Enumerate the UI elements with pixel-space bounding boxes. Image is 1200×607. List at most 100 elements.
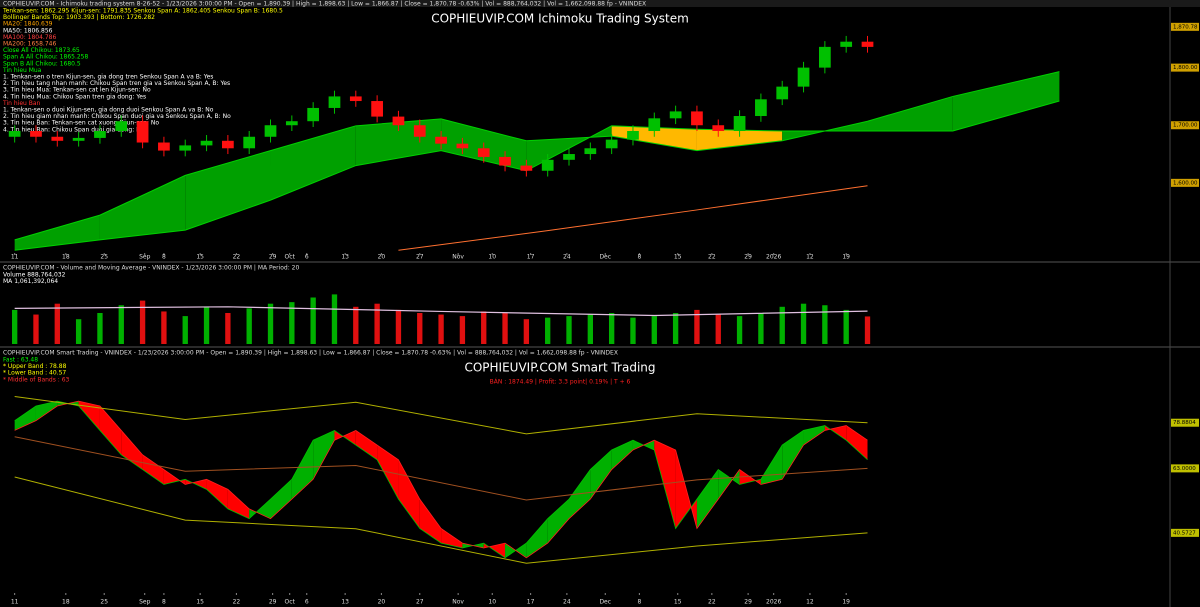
- legend-line: Span B All Chikou: 1680.5: [3, 60, 81, 67]
- volume-bar: [54, 303, 60, 344]
- line: [14, 476, 868, 564]
- y-tick-label: 1,870.78: [1173, 24, 1198, 30]
- candle-body: [243, 136, 256, 149]
- legend-line: 3. Tin hieu Ban: Tenkan-sen cat xuong Ki…: [3, 120, 159, 127]
- candle-body: [413, 125, 426, 137]
- volume-bar: [822, 305, 828, 344]
- ribbon: [35, 401, 58, 421]
- x-tick-label: 17: [527, 254, 535, 261]
- y-tick-label: 1,800.00: [1173, 65, 1198, 71]
- volume-bar: [800, 303, 807, 344]
- candle-body: [797, 67, 810, 87]
- x-tick-label: Oct: [285, 599, 296, 606]
- signal-text: BÁN : 1874.49 | Profit: 3.3 point| 0.19%…: [490, 379, 631, 386]
- legend-line: 2. Tin hieu tang nhan manh: Chikou Span …: [3, 80, 230, 87]
- cloud: [14, 215, 100, 251]
- candle-body: [691, 111, 703, 126]
- x-tick-label: 11: [11, 599, 19, 606]
- x-tick-label: 19: [842, 599, 850, 606]
- legend-line: Tin hieu Mua: [2, 67, 42, 74]
- legend-line: * Lower Band : 40.57: [3, 370, 66, 377]
- volume-bar: [843, 309, 849, 344]
- volume-bar: [310, 297, 316, 344]
- ribbon: [78, 401, 100, 431]
- x-tick-label: 11: [11, 254, 19, 261]
- volume-bar: [502, 313, 508, 344]
- volume-bar: [395, 309, 402, 344]
- volume-bar: [75, 319, 82, 344]
- candle-body: [733, 116, 746, 131]
- y-tick-label: 78.8804: [1173, 420, 1196, 426]
- volume-bar: [118, 305, 124, 344]
- volume-bar: [139, 300, 146, 344]
- x-tick-label: Sep: [139, 599, 151, 606]
- ribbon: [696, 469, 719, 529]
- price-tag: [1171, 63, 1199, 72]
- x-tick-label: 24: [563, 599, 571, 606]
- volume-bar: [523, 319, 530, 344]
- legend-line: 4. Tin hieu Mua: Chikou Span tren gia do…: [3, 93, 146, 100]
- candle-body: [669, 111, 682, 119]
- volume-bar: [267, 303, 274, 344]
- volume-bar: [736, 316, 743, 344]
- y-tick-label: 1,700.00: [1173, 123, 1198, 129]
- legend-line: MA50: 1806.856: [3, 27, 53, 34]
- volume-bar: [587, 314, 593, 344]
- candle-body: [456, 143, 469, 149]
- x-tick-label: 20: [378, 254, 386, 261]
- candle-body: [477, 148, 490, 157]
- line: [14, 400, 868, 559]
- volume-bar: [758, 313, 764, 344]
- x-tick-label: 13: [341, 254, 349, 261]
- x-tick-label: 22: [233, 254, 241, 261]
- line: [14, 306, 868, 317]
- x-tick-label: 15: [196, 599, 204, 606]
- legend-line: Tin hieu Ban: [2, 100, 41, 107]
- candle-body: [563, 154, 575, 160]
- x-tick-label: 15: [196, 254, 204, 261]
- volume-bar: [225, 313, 231, 344]
- volume-bar: [608, 313, 615, 344]
- legend-line: Span A All Chikou: 1865.258: [3, 54, 88, 61]
- ribbon: [441, 528, 463, 549]
- x-tick-label: 13: [341, 599, 349, 606]
- legend-line: 1. Tenkan-sen o duoi Kijun-sen, gia dong…: [3, 107, 214, 114]
- volume-bar: [651, 316, 657, 344]
- x-tick-label: 8: [162, 254, 166, 261]
- candle-body: [648, 118, 661, 131]
- ribbon: [14, 405, 36, 431]
- candle-body: [30, 131, 42, 137]
- price-tag: [1171, 178, 1199, 187]
- x-tick-label: 2026: [766, 599, 781, 606]
- candle-body: [136, 121, 149, 143]
- x-tick-label: 25: [100, 599, 108, 606]
- candle-body: [179, 145, 192, 151]
- x-tick-label: 10: [488, 599, 496, 606]
- x-tick-label: 18: [62, 599, 70, 606]
- price-tag: [1171, 418, 1199, 427]
- x-tick-label: Nov: [452, 254, 464, 261]
- legend-line: 4. Tin hieu Ban: Chikou Span duoi gia do…: [3, 126, 145, 133]
- panel-title: COPHIEUVIP.COM Smart Trading: [464, 361, 655, 375]
- volume-bar: [33, 314, 39, 344]
- x-tick-label: 18: [62, 254, 70, 261]
- candle-body: [392, 116, 405, 126]
- legend-line: Close All Chikou: 1873.65: [3, 47, 80, 54]
- cloud: [867, 96, 953, 131]
- x-tick-label: 22: [233, 599, 241, 606]
- price-tag: [1171, 121, 1199, 130]
- candle-body: [499, 156, 511, 166]
- line: [398, 185, 868, 251]
- candle-body: [840, 41, 853, 47]
- ribbon: [547, 499, 570, 544]
- x-tick-label: 6: [305, 254, 309, 261]
- x-tick-label: 22: [708, 254, 716, 261]
- ribbon: [99, 405, 122, 455]
- candle-body: [115, 121, 128, 131]
- volume-bar: [694, 309, 700, 344]
- candle-body: [72, 137, 85, 141]
- candle-body: [755, 99, 767, 117]
- x-tick-label: Oct: [285, 254, 296, 261]
- candle-body: [371, 101, 383, 117]
- ribbon: [355, 430, 378, 460]
